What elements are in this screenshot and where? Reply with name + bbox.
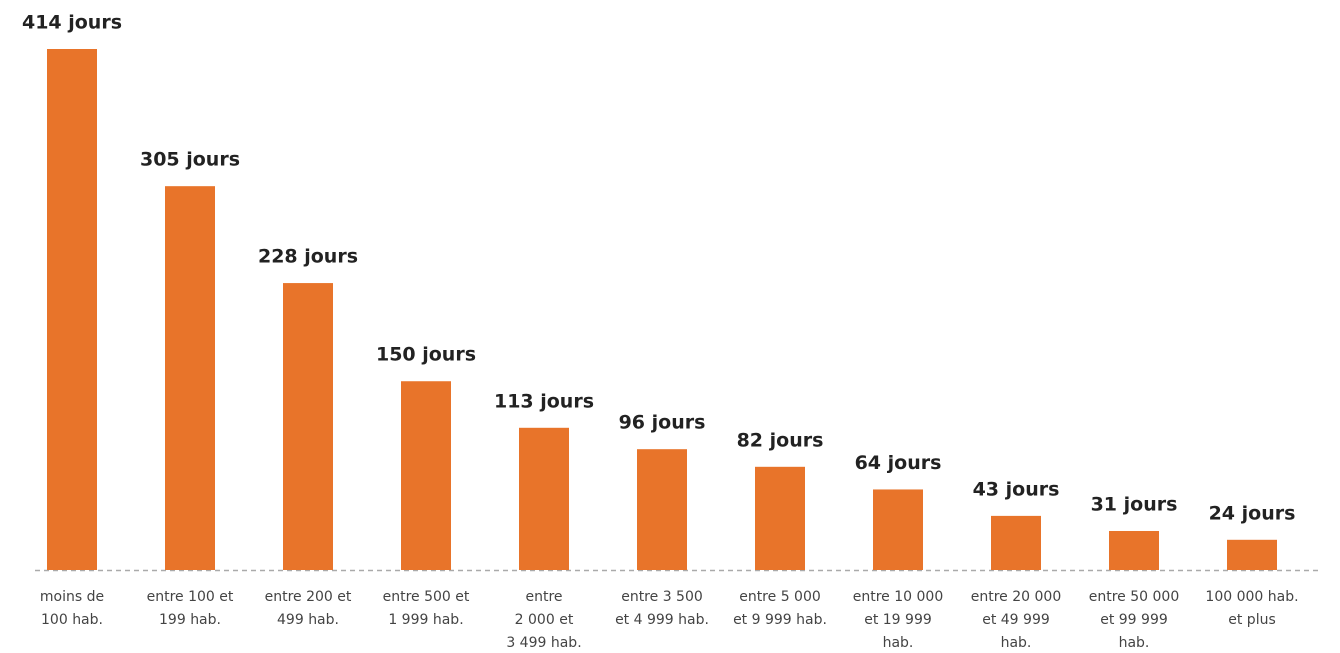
value-label: 96 jours [619,412,706,434]
bar [991,515,1041,570]
bar [47,49,97,570]
x-tick-label: et 49 999 [982,612,1050,628]
x-tick-label: entre 500 et [383,589,470,605]
value-label: 82 jours [737,429,824,451]
x-tick-label: entre 3 500 [621,589,703,605]
x-tick-label: entre [525,589,562,605]
bar [165,186,215,570]
value-label: 31 jours [1091,493,1178,515]
x-tick-label: 3 499 hab. [506,635,581,651]
bar [401,381,451,570]
value-label: 43 jours [973,478,1060,500]
x-tick-label: 100 000 hab. [1205,589,1298,605]
x-tick-label: hab. [1119,635,1150,651]
value-label: 228 jours [258,246,358,268]
value-label: 64 jours [855,452,942,474]
x-tick-label: 100 hab. [41,612,103,628]
x-tick-label: 499 hab. [277,612,339,628]
bar [873,489,923,570]
bar [755,466,805,570]
x-tick-label: entre 200 et [265,589,352,605]
bar [637,449,687,570]
value-label: 24 jours [1209,502,1296,524]
x-tick-label: et 9 999 hab. [733,612,827,628]
x-tick-label: entre 20 000 [971,589,1061,605]
x-tick-label: et 19 999 [864,612,932,628]
value-label: 113 jours [494,390,594,412]
x-tick-label: 2 000 et [515,612,574,628]
bar [519,427,569,570]
bar [1227,539,1277,570]
x-tick-label: 199 hab. [159,612,221,628]
x-tick-label: hab. [1001,635,1032,651]
x-tick-label: entre 10 000 [853,589,943,605]
x-tick-label: et 4 999 hab. [615,612,709,628]
value-label: 150 jours [376,344,476,366]
x-tick-label: entre 5 000 [739,589,821,605]
x-tick-label: et 99 999 [1100,612,1168,628]
value-label: 305 jours [140,149,240,171]
x-tick-label: et plus [1228,612,1276,628]
x-tick-label: hab. [883,635,914,651]
x-tick-label: moins de [40,589,104,605]
x-tick-label: entre 100 et [147,589,234,605]
value-label: 414 jours [22,12,122,34]
x-tick-label: 1 999 hab. [388,612,463,628]
bar [283,283,333,570]
bar [1109,530,1159,570]
x-tick-label: entre 50 000 [1089,589,1179,605]
